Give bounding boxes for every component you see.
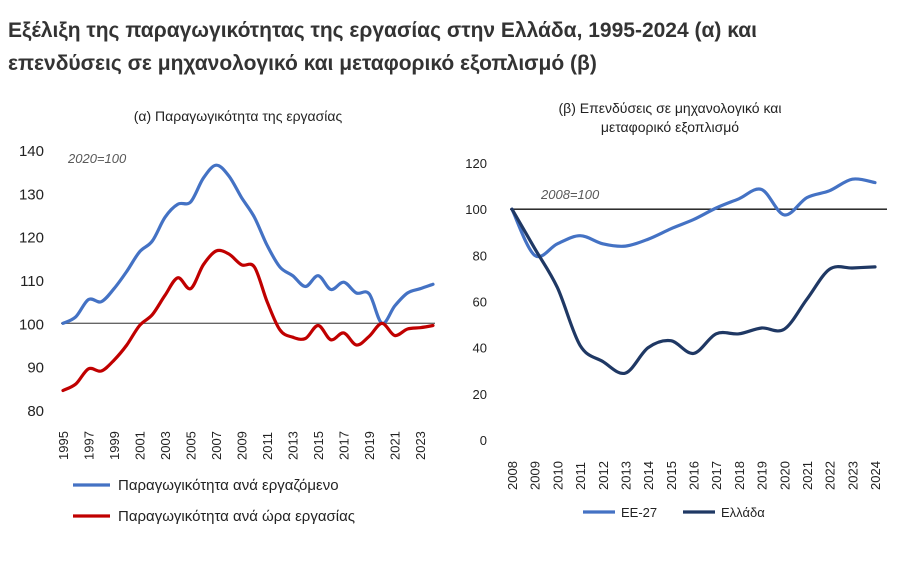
chart-a-x-tick-label: 2013 [286, 431, 301, 460]
page-title-line-2: επενδύσεις σε μηχανολογικό και μεταφορικ… [8, 52, 597, 75]
chart-b-x-tick-label: 2014 [641, 461, 656, 490]
chart-a-x-tick-label: 2007 [209, 431, 224, 460]
chart-b-series-greece-line [510, 207, 877, 376]
chart-b-y-tick-label: 20 [473, 387, 487, 402]
chart-a-y-tick-label: 110 [20, 273, 44, 290]
chart-b-x-tick-label: 2017 [709, 461, 724, 490]
chart-b-x-tick-label: 2020 [777, 461, 792, 490]
chart-a-x-tick-label: 2011 [260, 432, 275, 460]
chart-b-y-tick-label: 0 [480, 433, 487, 448]
chart-a-legend-label-per-hour: Παραγωγικότητα ανά ώρα εργασίας [118, 508, 355, 525]
chart-a-legend-label-per-worker: Παραγωγικότητα ανά εργαζόμενο [118, 477, 339, 494]
chart-a-title: (α) Παραγωγικότητα της εργασίας [134, 108, 343, 124]
chart-b-x-tick-label: 2012 [596, 461, 611, 490]
page-title: Εξέλιξη της παραγωγικότητας της εργασίας… [8, 14, 888, 80]
chart-b-x-tick-label: 2022 [823, 461, 838, 490]
chart-b-y-tick-label: 60 [473, 295, 487, 310]
chart-b-x-tick-label: 2019 [755, 461, 770, 490]
chart-b-y-tick-label: 120 [465, 156, 487, 171]
chart-b-x-tick-label: 2021 [800, 461, 815, 490]
chart-b-x-tick-label: 2024 [868, 461, 883, 490]
chart-a-x-tick-label: 2005 [184, 431, 199, 460]
page-title-line-1: Εξέλιξη της παραγωγικότητας της εργασίας… [8, 19, 757, 42]
chart-a-x-tick-label: 2023 [413, 431, 428, 460]
chart-b-x-tick-label: 2009 [528, 461, 543, 490]
chart-a-x-tick-label: 2009 [235, 431, 250, 460]
chart-b-y-tick-label: 100 [465, 202, 487, 217]
chart-b-annotation: 2008=100 [540, 187, 600, 202]
chart-b-title-line-1: (β) Επενδύσεις σε μηχανολογικό και [558, 100, 781, 116]
chart-a-series-per-hour-line [61, 248, 435, 393]
chart-b-title-line-2: μεταφορικό εξοπλισμό [601, 119, 739, 135]
chart-a-y-tick-label: 120 [19, 230, 44, 247]
chart-b-x-tick-label: 2018 [732, 461, 747, 490]
chart-b-x-tick-label: 2008 [505, 461, 520, 490]
chart-a-y-tick-label: 140 [19, 143, 44, 160]
chart-a-x-tick-label: 2021 [388, 431, 403, 460]
chart-b-x-tick-label: 2010 [550, 461, 565, 490]
chart-b-x-tick-label: 2016 [687, 461, 702, 490]
chart-a-x-tick-label: 2003 [158, 431, 173, 460]
chart-a-annotation: 2020=100 [67, 151, 127, 166]
chart-a-x-tick-label: 2019 [362, 431, 377, 460]
chart-b-series-eu27-line [510, 177, 877, 259]
chart-a-x-tick-label: 2001 [133, 431, 148, 460]
chart-a-y-tick-label: 130 [19, 186, 44, 203]
chart-a-x-tick-label: 1995 [56, 431, 71, 460]
chart-b-x-tick-label: 2013 [618, 461, 633, 490]
chart-b-x-tick-label: 2015 [664, 461, 679, 490]
chart-a-series-per-worker-line [61, 163, 435, 325]
chart-a-x-tick-label: 1997 [82, 431, 97, 460]
chart-a-y-tick-label: 80 [27, 403, 44, 420]
chart-a-y-tick-label: 90 [27, 360, 44, 377]
chart-b-x-tick-label: 2023 [845, 461, 860, 490]
chart-a-x-tick-label: 2015 [311, 431, 326, 460]
chart-a-x-tick-label: 1999 [107, 431, 122, 460]
chart-b-x-tick-label: 2011 [573, 462, 588, 490]
chart-a-y-tick-label: 100 [19, 316, 44, 333]
chart-b-y-tick-label: 80 [473, 248, 487, 263]
chart-b-legend-label-greece: Ελλάδα [721, 505, 765, 520]
chart-b-legend-label-eu27: ΕΕ-27 [621, 505, 657, 520]
chart-a-x-tick-label: 2017 [337, 431, 352, 460]
chart-b-y-tick-label: 40 [473, 341, 487, 356]
